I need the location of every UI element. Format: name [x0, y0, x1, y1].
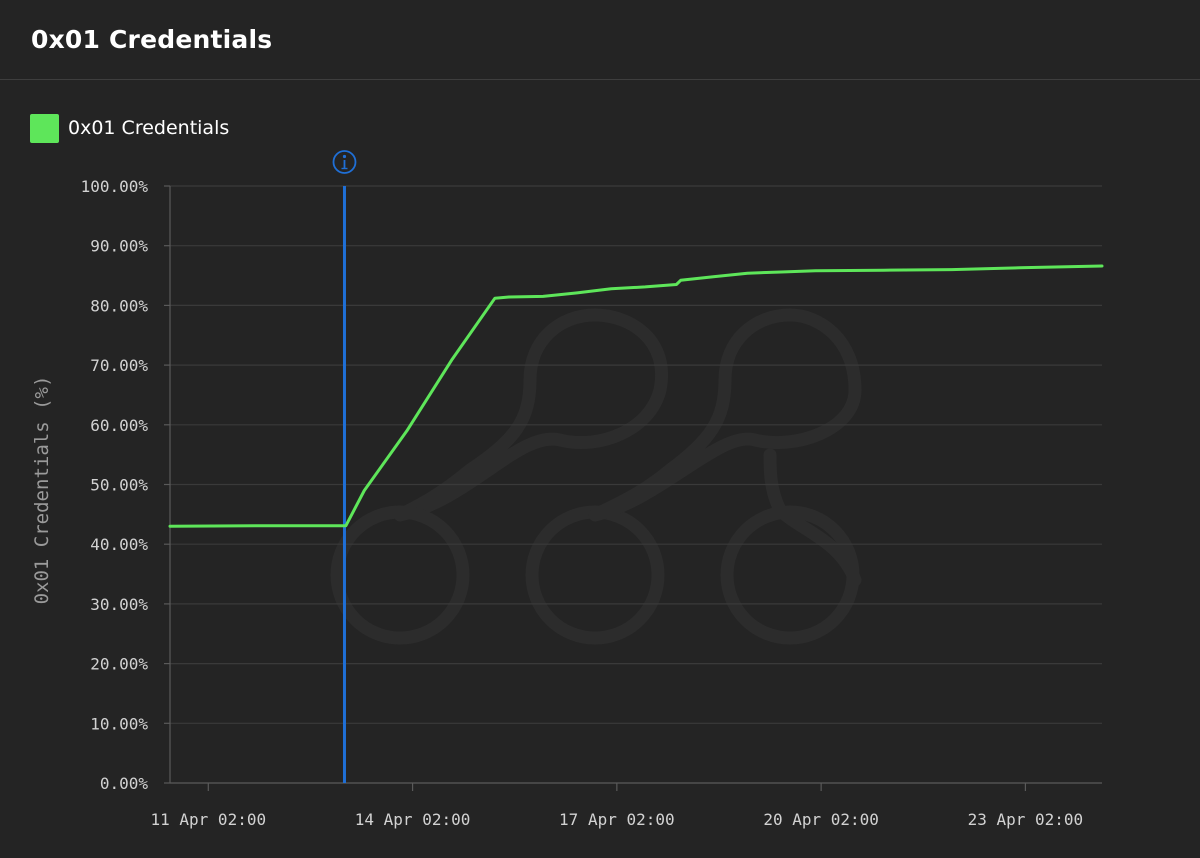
y-tick-label: 0.00% — [100, 774, 149, 793]
y-tick-label: 60.00% — [90, 416, 148, 435]
x-tick-label: 17 Apr 02:00 — [559, 810, 675, 829]
y-tick-label: 20.00% — [90, 655, 148, 674]
y-tick-label: 100.00% — [81, 177, 149, 196]
y-tick-label: 90.00% — [90, 237, 148, 256]
series-layer — [168, 264, 1104, 528]
legend-swatch — [30, 113, 59, 143]
series-line[interactable] — [168, 264, 1104, 528]
grid — [170, 185, 1102, 724]
x-tick-label: 14 Apr 02:00 — [355, 810, 471, 829]
annotation-layer — [332, 150, 357, 783]
axes: 0.00% 10.00% 20.00% 30.00% 40.00% 50.00% 60.00… — [81, 177, 1102, 829]
panel-header: 0x01 Credentials — [0, 0, 1200, 80]
y-tick-label: 30.00% — [90, 595, 148, 614]
y-tick-label: 70.00% — [90, 356, 148, 375]
y-axis-title: 0x01 Credentials (%) — [31, 376, 53, 605]
legend-label: 0x01 Credentials — [68, 117, 230, 139]
x-tick-label: 20 Apr 02:00 — [763, 810, 879, 829]
y-tick-label: 10.00% — [90, 714, 148, 733]
x-tick-label: 11 Apr 02:00 — [151, 810, 267, 829]
logo-watermark — [330, 308, 862, 645]
info-circle-icon[interactable] — [332, 150, 357, 174]
y-tick-label: 50.00% — [90, 476, 148, 495]
y-tick-label: 40.00% — [90, 535, 148, 554]
legend[interactable]: 0x01 Credentials — [30, 113, 229, 143]
x-tick-label: 23 Apr 02:00 — [968, 810, 1084, 829]
panel-title: 0x01 Credentials — [31, 25, 273, 54]
y-tick-label: 80.00% — [90, 296, 148, 315]
